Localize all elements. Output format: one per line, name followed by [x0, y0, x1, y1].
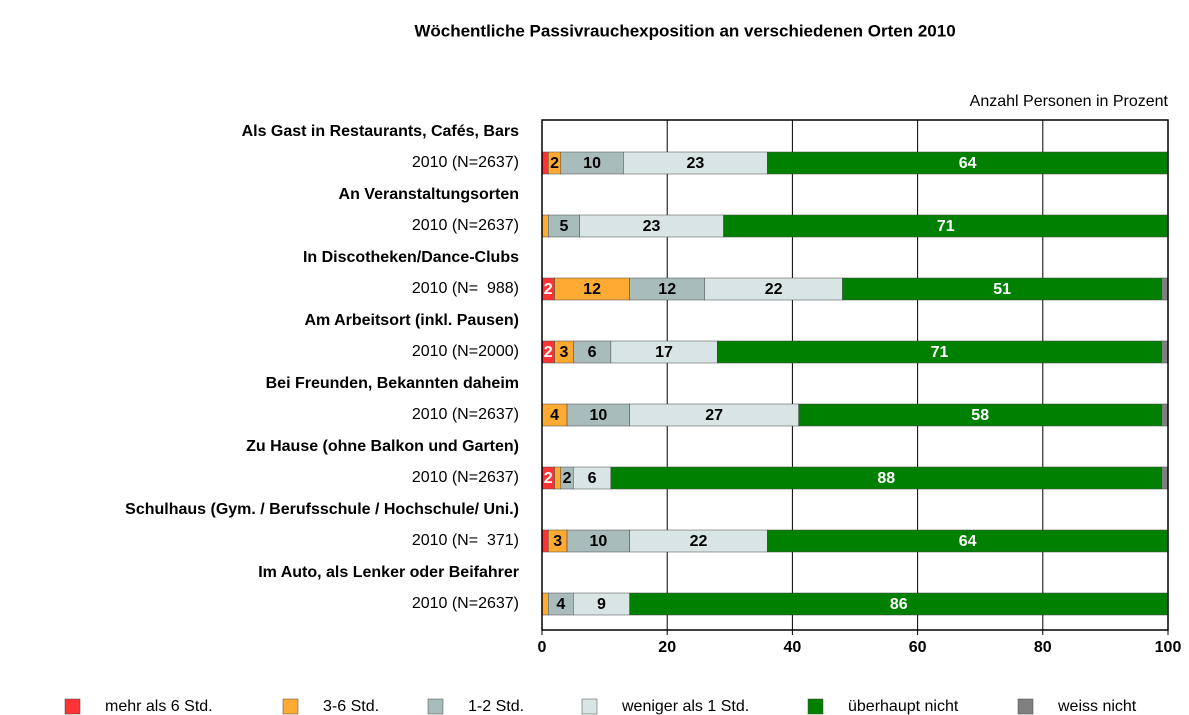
legend-label: weniger als 1 Std. — [621, 698, 749, 715]
data-label: 2 — [544, 470, 553, 487]
x-tick-label: 60 — [909, 639, 927, 656]
data-label: 17 — [655, 344, 673, 361]
data-label: 51 — [993, 281, 1011, 298]
legend-swatch — [807, 698, 824, 715]
data-label: 9 — [597, 596, 606, 613]
data-label: 10 — [589, 533, 607, 550]
group-label: Schulhaus (Gym. / Berufsschule / Hochsch… — [125, 501, 519, 518]
data-label: 5 — [559, 218, 568, 235]
data-label: 23 — [686, 155, 704, 172]
category-label: 2010 (N= 371) — [412, 532, 519, 549]
legend-swatch — [64, 698, 81, 715]
x-tick-label: 20 — [658, 639, 676, 656]
bar-segment — [541, 529, 549, 553]
group-label: Bei Freunden, Bekannten daheim — [266, 375, 519, 392]
data-label: 88 — [877, 470, 895, 487]
x-tick-label: 100 — [1155, 639, 1182, 656]
legend-label: 3-6 Std. — [323, 698, 379, 715]
legend-swatch — [282, 698, 299, 715]
bar-segment — [1161, 403, 1169, 427]
bar-segment — [541, 151, 549, 175]
data-label: 12 — [583, 281, 601, 298]
data-label: 22 — [690, 533, 708, 550]
group-label: Als Gast in Restaurants, Cafés, Bars — [242, 123, 520, 140]
data-label: 27 — [705, 407, 723, 424]
group-label: Am Arbeitsort (inkl. Pausen) — [304, 312, 519, 329]
data-label: 6 — [588, 344, 597, 361]
plot-border — [541, 119, 1169, 631]
legend-label: mehr als 6 Std. — [105, 698, 213, 715]
legend-swatch — [581, 698, 598, 715]
data-label: 86 — [890, 596, 908, 613]
data-label: 4 — [556, 596, 565, 613]
group-label: Im Auto, als Lenker oder Beifahrer — [258, 564, 519, 581]
data-label: 12 — [658, 281, 676, 298]
axis-label: Anzahl Personen in Prozent — [970, 93, 1169, 110]
legend-label: weiss nicht — [1057, 698, 1137, 715]
bar-segment — [1161, 277, 1169, 301]
x-tick-label: 80 — [1034, 639, 1052, 656]
data-label: 4 — [550, 407, 559, 424]
data-label: 3 — [559, 344, 568, 361]
category-label: 2010 (N=2000) — [412, 343, 519, 360]
data-label: 71 — [931, 344, 949, 361]
category-label: 2010 (N=2637) — [412, 406, 519, 423]
data-label: 64 — [959, 533, 977, 550]
legend-label: 1-2 Std. — [468, 698, 524, 715]
legend-label: überhaupt nicht — [848, 698, 959, 715]
x-tick-label: 0 — [538, 639, 547, 656]
data-label: 6 — [588, 470, 597, 487]
group-label: Zu Hause (ohne Balkon und Garten) — [246, 438, 519, 455]
data-label: 71 — [937, 218, 955, 235]
category-label: 2010 (N=2637) — [412, 154, 519, 171]
data-label: 22 — [765, 281, 783, 298]
data-label: 2 — [544, 344, 553, 361]
category-label: 2010 (N=2637) — [412, 469, 519, 486]
data-label: 2 — [550, 155, 559, 172]
data-label: 64 — [959, 155, 977, 172]
data-label: 2 — [544, 281, 553, 298]
group-label: In Discotheken/Dance-Clubs — [303, 249, 519, 266]
category-label: 2010 (N= 988) — [412, 280, 519, 297]
data-label: 2 — [563, 470, 572, 487]
data-label: 10 — [583, 155, 601, 172]
chart-title: Wöchentliche Passivrauchexposition an ve… — [414, 21, 955, 40]
data-label: 3 — [553, 533, 562, 550]
data-label: 58 — [971, 407, 989, 424]
data-label: 10 — [589, 407, 607, 424]
x-tick-label: 40 — [784, 639, 802, 656]
category-label: 2010 (N=2637) — [412, 595, 519, 612]
legend-swatch — [1017, 698, 1034, 715]
bar-segment — [541, 592, 549, 616]
bar-segment — [1161, 340, 1169, 364]
data-label: 23 — [643, 218, 661, 235]
bar-segment — [541, 214, 549, 238]
category-label: 2010 (N=2637) — [412, 217, 519, 234]
legend-swatch — [427, 698, 444, 715]
group-label: An Veranstaltungsorten — [339, 186, 519, 203]
bar-segment — [1161, 466, 1169, 490]
plot-area — [542, 120, 1168, 630]
bar-segment — [554, 466, 562, 490]
